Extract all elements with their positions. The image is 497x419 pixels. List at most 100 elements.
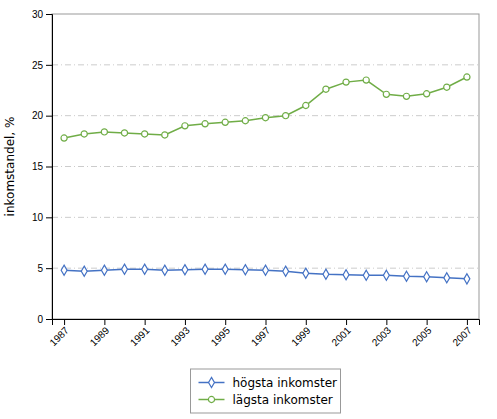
point-marker xyxy=(61,135,67,141)
y-tick: 25 xyxy=(32,60,52,71)
point-marker xyxy=(101,129,107,135)
point-marker xyxy=(424,272,430,282)
y-tick: 20 xyxy=(32,110,52,121)
point-marker xyxy=(162,132,168,138)
y-tick-label: 10 xyxy=(32,212,44,223)
point-marker xyxy=(142,264,148,274)
y-tick-mark xyxy=(46,319,52,320)
point-marker xyxy=(323,86,329,92)
point-marker xyxy=(383,91,389,97)
point-marker xyxy=(81,131,87,137)
y-tick-mark xyxy=(46,116,52,117)
point-marker xyxy=(61,265,67,275)
y-tick-mark xyxy=(46,65,52,66)
x-tick-label: 2005 xyxy=(410,324,434,348)
plot: 1987198919911993199519971999200120032005… xyxy=(32,9,480,348)
legend-label: lägsta inkomster xyxy=(233,393,333,407)
x-tick-mark xyxy=(64,319,65,325)
point-marker xyxy=(222,119,228,125)
point-marker xyxy=(81,266,87,276)
point-marker xyxy=(444,84,450,90)
legend-item: högsta inkomster xyxy=(199,376,338,390)
x-tick-label: 2007 xyxy=(450,324,474,348)
y-tick-mark xyxy=(46,167,52,168)
x-tick: 1987 xyxy=(47,319,71,348)
point-marker xyxy=(142,131,148,137)
legend-marker xyxy=(209,377,215,387)
chart: 1987198919911993199519971999200120032005… xyxy=(0,0,497,419)
x-tick-label: 1989 xyxy=(88,324,112,348)
point-marker xyxy=(101,265,107,275)
point-marker xyxy=(283,113,289,119)
marks xyxy=(61,74,470,284)
point-marker xyxy=(363,270,369,280)
point-marker xyxy=(464,274,470,284)
x-tick-label: 1995 xyxy=(209,324,233,348)
x-tick-label: 1991 xyxy=(128,324,152,348)
series-line xyxy=(64,77,467,138)
legend: högsta inkomster lägsta inkomster xyxy=(191,369,341,413)
x-tick: 1995 xyxy=(209,319,233,348)
y-tick-label: 15 xyxy=(32,161,44,172)
x-tick-mark xyxy=(266,319,267,325)
point-marker xyxy=(222,264,228,274)
x-tick-label: 1997 xyxy=(249,324,273,348)
x-tick-mark xyxy=(467,319,468,325)
x-tick-mark xyxy=(386,319,387,325)
y-tick-label: 5 xyxy=(37,263,43,274)
point-marker xyxy=(121,130,127,136)
grid xyxy=(52,65,479,268)
plot-frame xyxy=(52,14,479,319)
point-marker xyxy=(162,265,168,275)
point-marker xyxy=(122,264,128,274)
x-tick-mark xyxy=(306,319,307,325)
x-axis: 1987 1989 1991 1993 1995 1997 1999 2001 2003 2005… xyxy=(47,319,479,348)
grid-line xyxy=(52,217,479,218)
point-marker xyxy=(263,265,269,275)
point-marker xyxy=(343,79,349,85)
y-axis-title: inkomstandel, % xyxy=(3,117,17,217)
x-tick: 1989 xyxy=(88,319,112,348)
x-tick-mark xyxy=(346,319,347,325)
x-tick-label: 1987 xyxy=(47,324,71,348)
grid-line xyxy=(52,166,479,167)
x-tick: 2005 xyxy=(410,319,434,348)
y-tick-mark xyxy=(46,217,52,218)
y-tick-label: 20 xyxy=(32,110,44,121)
x-tick: 1997 xyxy=(249,319,273,348)
x-tick-mark xyxy=(104,319,105,325)
x-tick-label: 2001 xyxy=(329,324,353,348)
point-marker xyxy=(242,118,248,124)
x-tick-mark xyxy=(225,319,226,325)
x-tick-label: 1993 xyxy=(168,324,192,348)
y-tick: 30 xyxy=(32,9,52,20)
legend-item: lägsta inkomster xyxy=(199,393,333,407)
y-tick: 10 xyxy=(32,212,52,223)
point-marker xyxy=(343,270,349,280)
point-marker xyxy=(383,270,389,280)
point-marker xyxy=(202,264,208,274)
x-axis-line xyxy=(53,320,480,326)
y-axis-line xyxy=(46,15,53,320)
point-marker xyxy=(363,77,369,83)
y-axis: 0 5 10 15 20 25 30 xyxy=(32,9,53,325)
y-tick-label: 0 xyxy=(37,314,43,325)
y-tick: 15 xyxy=(32,161,52,172)
point-marker xyxy=(424,91,430,97)
y-tick-mark xyxy=(46,14,52,15)
point-marker xyxy=(464,74,470,80)
x-tick-label: 1999 xyxy=(289,324,313,348)
x-tick-mark xyxy=(427,319,428,325)
x-tick: 2003 xyxy=(370,319,394,348)
point-marker xyxy=(303,102,309,108)
y-tick-label: 30 xyxy=(32,9,44,20)
x-tick-mark xyxy=(185,319,186,325)
legend-label: högsta inkomster xyxy=(233,376,338,390)
point-marker xyxy=(242,265,248,275)
x-tick: 1993 xyxy=(168,319,192,348)
y-tick: 5 xyxy=(37,263,52,274)
point-marker xyxy=(262,115,268,121)
point-marker xyxy=(202,121,208,127)
y-tick-mark xyxy=(46,268,52,269)
point-marker xyxy=(283,266,289,276)
